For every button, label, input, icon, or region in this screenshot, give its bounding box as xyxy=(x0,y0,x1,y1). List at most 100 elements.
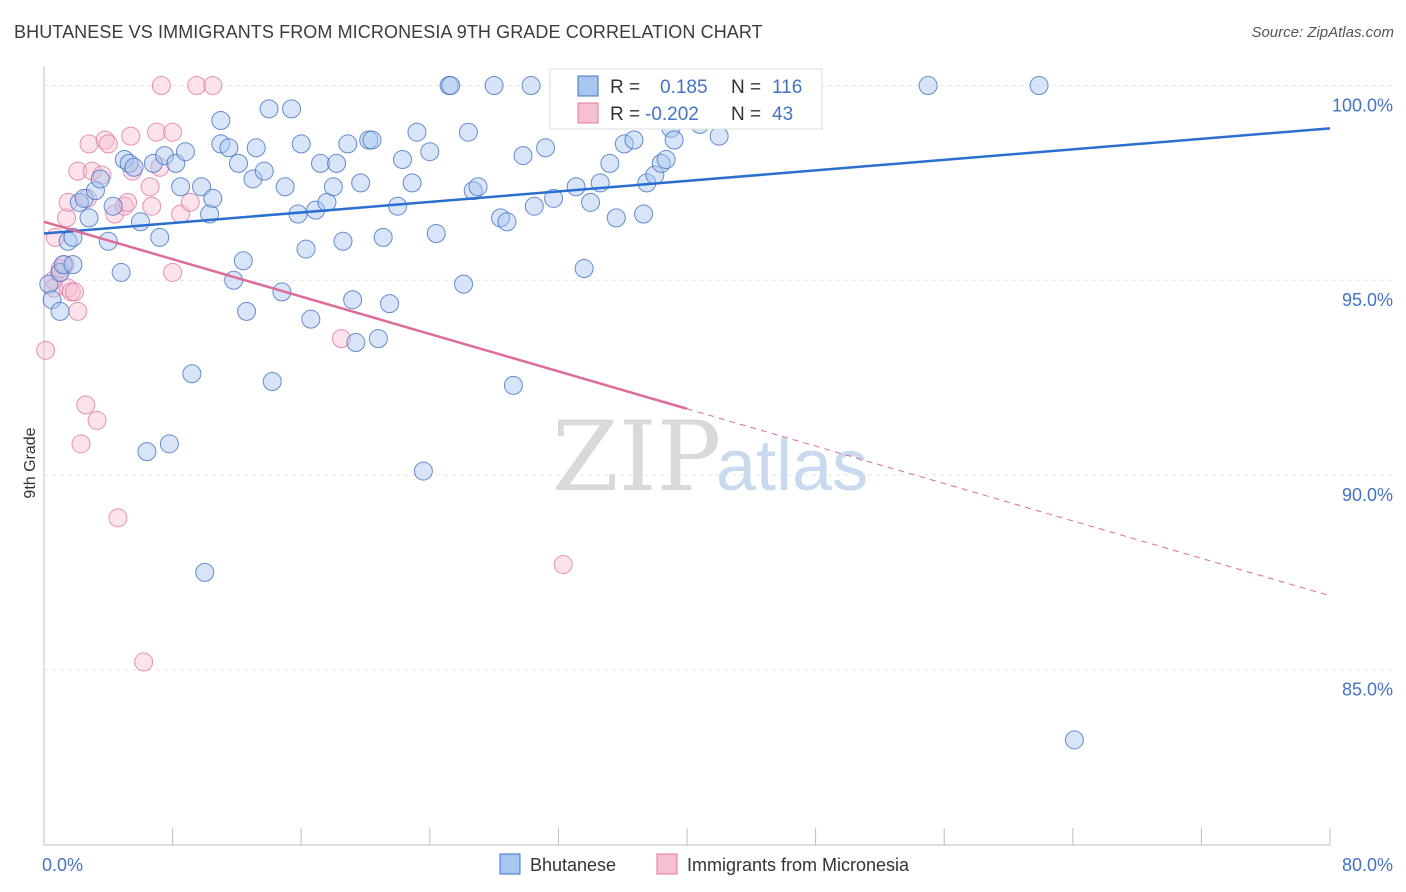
stats-r-value-bhutanese: 0.185 xyxy=(660,77,708,98)
trend-line-micronesia-extension xyxy=(686,408,1331,597)
point-micronesia xyxy=(36,340,56,360)
point-bhutanese xyxy=(333,231,353,251)
point-bhutanese xyxy=(664,130,684,150)
point-micronesia xyxy=(98,134,118,154)
point-bhutanese xyxy=(544,188,564,208)
point-bhutanese xyxy=(155,146,175,166)
y-tick-label: 90.0% xyxy=(1342,485,1393,505)
legend-label-bhutanese[interactable]: Bhutanese xyxy=(530,855,616,875)
point-bhutanese xyxy=(454,274,474,294)
point-bhutanese xyxy=(229,153,249,173)
point-micronesia xyxy=(95,130,115,150)
point-micronesia xyxy=(114,196,134,216)
stats-swatch-bhutanese xyxy=(577,75,599,97)
point-micronesia xyxy=(108,508,128,528)
point-micronesia xyxy=(331,329,351,349)
point-micronesia xyxy=(180,192,200,212)
point-bhutanese xyxy=(468,177,488,197)
point-bhutanese xyxy=(656,149,676,169)
x-tick-label: 80.0% xyxy=(1342,855,1393,875)
point-bhutanese xyxy=(39,274,59,294)
point-bhutanese xyxy=(275,177,295,197)
point-bhutanese xyxy=(1064,730,1084,750)
point-bhutanese xyxy=(327,153,347,173)
point-micronesia xyxy=(57,208,77,228)
point-bhutanese xyxy=(497,212,517,232)
point-bhutanese xyxy=(243,169,263,189)
point-bhutanese xyxy=(413,461,433,481)
point-micronesia xyxy=(71,434,91,454)
y-tick-label: 95.0% xyxy=(1342,290,1393,310)
stats-n-label-bhutanese: N = xyxy=(731,77,761,98)
point-bhutanese xyxy=(624,130,644,150)
legend-swatch-bhutanese[interactable] xyxy=(499,853,521,875)
point-bhutanese xyxy=(441,75,461,95)
point-bhutanese xyxy=(566,177,586,197)
point-bhutanese xyxy=(291,134,311,154)
point-bhutanese xyxy=(262,371,282,391)
chart-title: BHUTANESE VS IMMIGRANTS FROM MICRONESIA … xyxy=(14,22,763,42)
bottom-legend: Bhutanese Immigrants from Micronesia xyxy=(499,853,910,875)
point-bhutanese xyxy=(402,173,422,193)
trend-line-bhutanese xyxy=(43,127,1331,235)
legend-label-micronesia[interactable]: Immigrants from Micronesia xyxy=(687,855,910,875)
point-micronesia xyxy=(163,122,183,142)
point-bhutanese xyxy=(85,181,105,201)
point-bhutanese xyxy=(192,177,212,197)
point-bhutanese xyxy=(524,196,544,216)
point-bhutanese xyxy=(581,192,601,212)
point-bhutanese xyxy=(150,227,170,247)
point-bhutanese xyxy=(254,161,274,181)
point-bhutanese xyxy=(259,99,279,119)
stats-n-value-micronesia: 43 xyxy=(772,104,793,125)
y-tick-label: 85.0% xyxy=(1342,680,1393,700)
chart-source: Source: ZipAtlas.com xyxy=(1251,24,1394,41)
point-bhutanese xyxy=(53,255,73,275)
point-micronesia xyxy=(134,652,154,672)
watermark-atlas: atlas xyxy=(716,426,868,506)
point-bhutanese xyxy=(211,111,231,131)
point-bhutanese xyxy=(458,122,478,142)
point-micronesia xyxy=(68,301,88,321)
point-bhutanese xyxy=(351,173,371,193)
point-bhutanese xyxy=(130,212,150,232)
point-bhutanese xyxy=(606,208,626,228)
point-micronesia xyxy=(142,196,162,216)
trend-line-micronesia xyxy=(43,220,688,410)
point-bhutanese xyxy=(296,239,316,259)
point-bhutanese xyxy=(159,434,179,454)
point-bhutanese xyxy=(918,75,938,95)
point-bhutanese xyxy=(574,259,594,279)
x-tick-labels: 0.0% 80.0% xyxy=(42,855,1393,875)
point-bhutanese xyxy=(301,309,321,329)
point-bhutanese xyxy=(195,562,215,582)
watermark-zip: ZIP xyxy=(552,401,721,513)
point-bhutanese xyxy=(182,364,202,384)
point-bhutanese xyxy=(63,227,83,247)
point-bhutanese xyxy=(600,153,620,173)
point-micronesia xyxy=(118,192,138,212)
trend-lines xyxy=(43,127,1331,597)
point-micronesia xyxy=(79,134,99,154)
stats-r-label-bhutanese: R = xyxy=(610,77,640,98)
point-bhutanese xyxy=(503,375,523,395)
point-bhutanese xyxy=(219,138,239,158)
point-bhutanese xyxy=(171,177,191,197)
point-bhutanese xyxy=(1029,75,1049,95)
point-micronesia xyxy=(203,75,223,95)
point-bhutanese xyxy=(63,255,83,275)
point-bhutanese xyxy=(536,138,556,158)
stats-legend-box: R = 0.185 N = 116 R = -0.202 N = 43 xyxy=(549,68,823,130)
watermark: ZIP atlas xyxy=(552,401,868,513)
point-micronesia xyxy=(65,282,85,302)
point-bhutanese xyxy=(368,329,388,349)
point-bhutanese xyxy=(79,208,99,228)
point-bhutanese xyxy=(111,262,131,282)
point-micronesia xyxy=(151,75,171,95)
point-bhutanese xyxy=(343,290,363,310)
point-micronesia xyxy=(76,395,96,415)
point-bhutanese xyxy=(137,442,157,462)
legend-swatch-micronesia[interactable] xyxy=(656,853,678,875)
point-bhutanese xyxy=(373,227,393,247)
